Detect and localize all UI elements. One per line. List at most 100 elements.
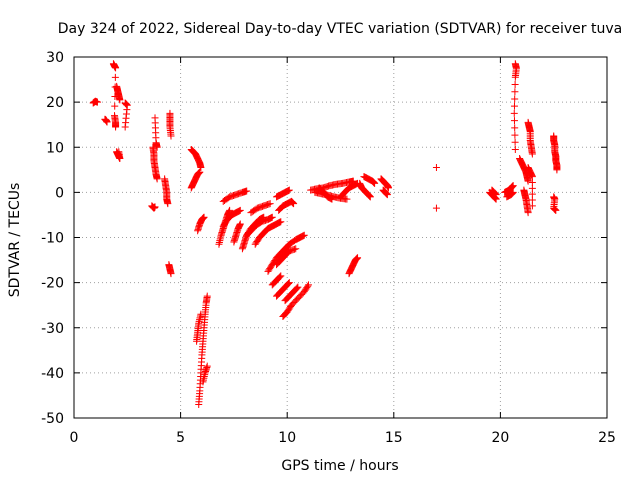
data-point <box>103 118 111 126</box>
data-point <box>366 193 374 201</box>
x-axis-label: GPS time / hours <box>281 458 398 474</box>
y-tick-label: -50 <box>41 411 64 427</box>
data-point <box>510 109 518 117</box>
data-point <box>432 204 440 212</box>
data-point <box>276 273 284 281</box>
data-point <box>528 184 536 192</box>
data-point <box>528 196 536 204</box>
x-tick-label: 0 <box>70 430 79 446</box>
plot-frame <box>73 56 608 419</box>
y-tick-label: 0 <box>55 185 64 201</box>
data-point <box>277 272 285 280</box>
data-point <box>203 362 211 370</box>
data-point <box>528 150 536 158</box>
data-point <box>153 175 161 183</box>
data-point <box>511 73 519 81</box>
data-point <box>384 184 392 192</box>
x-tick-label: 10 <box>278 430 296 446</box>
data-point <box>511 146 519 154</box>
data-point <box>510 117 518 125</box>
data-point <box>112 64 120 72</box>
x-tick-labels: 0 5 10 15 20 25 <box>70 430 616 446</box>
data-point <box>290 200 298 208</box>
data-point <box>354 254 362 262</box>
data-point <box>200 213 208 221</box>
axis-ticks <box>73 56 608 419</box>
data-point <box>111 102 119 110</box>
data-point <box>275 274 283 282</box>
data-point <box>285 279 293 287</box>
chart-title: Day 324 of 2022, Sidereal Day-to-day VTE… <box>58 21 622 37</box>
data-point <box>203 292 211 300</box>
data-point <box>153 143 161 151</box>
data-point <box>277 218 285 226</box>
data-point <box>328 195 336 203</box>
data-point <box>293 284 301 292</box>
data-point <box>511 81 519 89</box>
data-point <box>305 281 313 289</box>
data-point <box>236 206 244 214</box>
data-point <box>509 188 517 196</box>
data-point <box>294 283 302 291</box>
data-point <box>432 164 440 172</box>
data-point <box>343 195 351 203</box>
data-point <box>511 138 519 146</box>
data-point <box>292 285 300 293</box>
y-tick-labels: -50 -40 -30 -20 -10 0 10 20 30 <box>41 50 64 427</box>
data-point <box>292 245 300 253</box>
data-point <box>383 191 391 199</box>
data-point <box>510 102 518 110</box>
data-point <box>268 213 276 221</box>
y-tick-label: 20 <box>46 95 64 111</box>
data-point <box>285 186 293 194</box>
data-point <box>164 200 172 208</box>
data-point <box>167 132 175 140</box>
data-point <box>552 206 560 214</box>
data-point <box>524 209 532 217</box>
data-point <box>528 173 536 181</box>
data-point <box>284 280 292 288</box>
data-point <box>226 206 234 214</box>
data-point <box>300 231 308 239</box>
data-point <box>528 202 536 210</box>
data-point <box>511 124 519 132</box>
data-point <box>371 179 379 187</box>
data-point <box>511 88 519 96</box>
data-point <box>509 182 517 190</box>
data-point <box>284 280 292 288</box>
data-point <box>112 123 120 131</box>
data-point <box>492 191 500 199</box>
y-axis-label: SDTVAR / TECUs <box>7 183 23 298</box>
y-tick-label: -10 <box>41 231 64 247</box>
x-tick-label: 15 <box>385 430 403 446</box>
y-tick-label: -20 <box>41 276 64 292</box>
x-tick-label: 25 <box>598 430 616 446</box>
data-point <box>196 168 204 176</box>
y-tick-label: -40 <box>41 366 64 382</box>
data-point <box>197 310 205 318</box>
data-point <box>116 96 124 104</box>
y-tick-label: 10 <box>46 140 64 156</box>
data-point <box>528 190 536 198</box>
x-tick-label: 5 <box>176 430 185 446</box>
data-point <box>197 164 205 172</box>
data-point <box>243 187 251 195</box>
data-point <box>121 123 129 131</box>
data-point <box>111 73 119 81</box>
data-point <box>511 95 519 103</box>
data-points <box>89 60 561 408</box>
data-point <box>151 203 159 211</box>
data-point <box>553 166 561 174</box>
data-point <box>236 220 244 228</box>
grid-lines <box>74 57 607 418</box>
data-point <box>528 178 536 186</box>
data-point <box>304 282 312 290</box>
data-point <box>524 177 532 185</box>
y-tick-label: -30 <box>41 321 64 337</box>
data-point <box>93 98 101 106</box>
x-tick-label: 20 <box>491 430 509 446</box>
data-point <box>266 200 274 208</box>
y-tick-label: 30 <box>46 50 64 66</box>
data-point <box>115 148 123 156</box>
